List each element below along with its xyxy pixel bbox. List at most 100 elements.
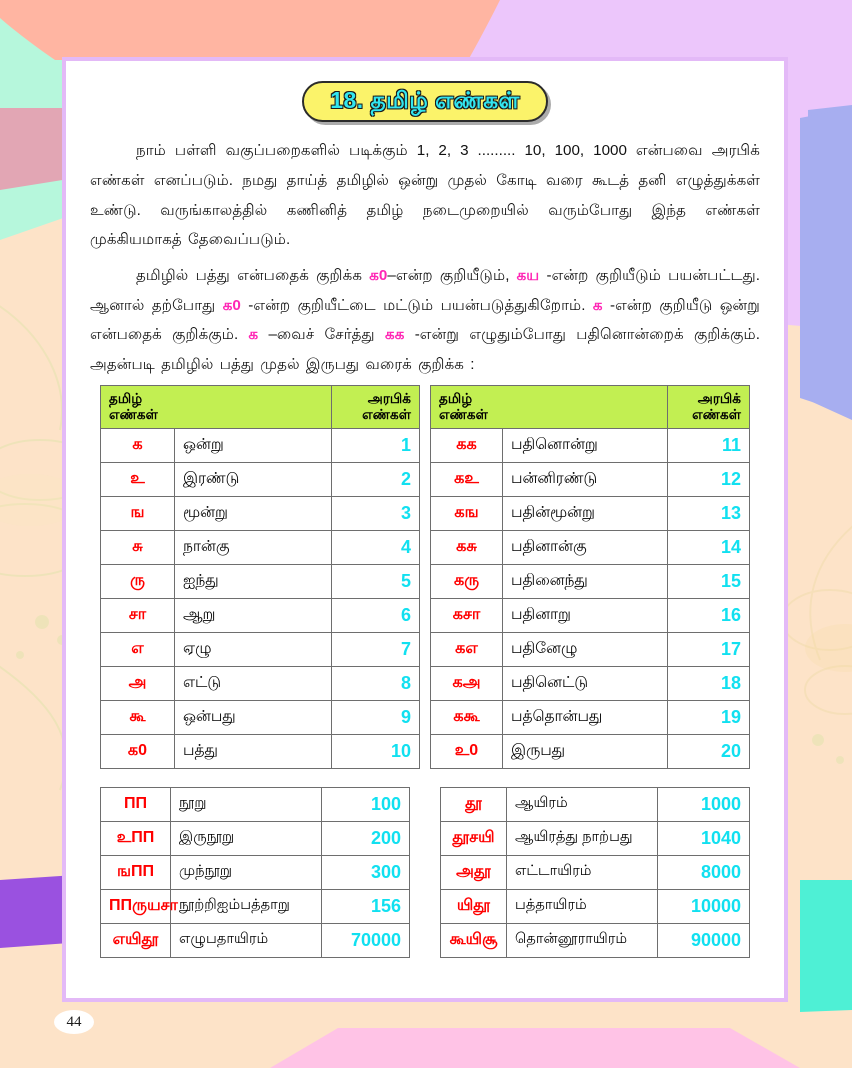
table-row: ΠΠ நூறு 100	[100, 786, 410, 822]
p2-segment-3: -என்ற குறியீடும் பயன்பட்டது. ஆனால் தற்போ…	[90, 266, 761, 314]
cell-arabic-numeral: 10000	[657, 888, 750, 924]
cell-arabic-numeral: 8	[331, 665, 420, 701]
cell-tamil-word: நான்கு	[174, 529, 332, 565]
table-row: ஙΠΠ முந்நூறு 300	[100, 854, 410, 890]
cell-arabic-numeral: 11	[667, 427, 750, 463]
cell-tamil-word: ஆயிரத்து நாற்பது	[506, 820, 658, 856]
cell-tamil-numeral: சு	[100, 529, 175, 565]
cell-tamil-numeral: யிதூ	[440, 888, 507, 924]
table-row: தூ ஆயிரம் 1000	[440, 786, 750, 822]
cell-arabic-numeral: 7	[331, 631, 420, 667]
cell-tamil-word: நூற்றிஐம்பத்தாறு	[170, 888, 322, 924]
cell-tamil-word: நூறு	[170, 786, 322, 822]
cell-arabic-numeral: 9	[331, 699, 420, 735]
cell-tamil-word: முந்நூறு	[170, 854, 322, 890]
cell-tamil-word: இருபது	[502, 733, 668, 769]
cell-tamil-word: எட்டாயிரம்	[506, 854, 658, 890]
table-row: கஉ பன்னிரண்டு 12	[430, 461, 750, 497]
main-tables-row: தமிழ் எண்கள் அரபிக் எண்கள் க ஒன்று 1 உ இரண்ட…	[100, 385, 750, 769]
header-arabic-line1: அரபிக்	[367, 391, 411, 407]
header-tamil: தமிழ் எண்கள்	[430, 385, 668, 429]
cell-arabic-numeral: 8000	[657, 854, 750, 890]
cell-tamil-word: ஆறு	[174, 597, 332, 633]
cell-tamil-word: பதினொன்று	[502, 427, 668, 463]
p2-highlight-3: க0	[222, 296, 241, 314]
cell-tamil-numeral: கங	[430, 495, 503, 531]
cell-tamil-word: இரண்டு	[174, 461, 332, 497]
p2-highlight-4: க	[592, 296, 603, 314]
paragraph-two: தமிழில் பத்து என்பதைக் குறிக்க க0–என்ற க…	[90, 261, 760, 380]
cell-tamil-numeral: எயிதூ	[100, 922, 171, 958]
cell-tamil-numeral: தூ	[440, 786, 507, 822]
cell-tamil-word: பதின்மூன்று	[502, 495, 668, 531]
table-row: கசு பதினான்கு 14	[430, 529, 750, 565]
header-arabic-line1: அரபிக்	[697, 391, 741, 407]
cell-tamil-numeral: எ	[100, 631, 175, 667]
table-row: கசா பதினாறு 16	[430, 597, 750, 633]
cell-arabic-numeral: 70000	[321, 922, 410, 958]
lesson-title-wrap: 18. தமிழ் எண்கள்	[90, 81, 760, 123]
cell-tamil-word: ஒன்பது	[174, 699, 332, 735]
table-row: கஎ பதினேழு 17	[430, 631, 750, 667]
cell-arabic-numeral: 5	[331, 563, 420, 599]
table-row: கூயிசூ தொன்னூராயிரம் 90000	[440, 922, 750, 958]
cell-arabic-numeral: 3	[331, 495, 420, 531]
cell-tamil-numeral: கசா	[430, 597, 503, 633]
cell-tamil-word: பன்னிரண்டு	[502, 461, 668, 497]
table-row: க0 பத்து 10	[100, 733, 420, 769]
cell-tamil-word: தொன்னூராயிரம்	[506, 922, 658, 958]
page-title: 18. தமிழ் எண்கள்	[330, 87, 520, 113]
cell-tamil-numeral: சா	[100, 597, 175, 633]
cell-arabic-numeral: 300	[321, 854, 410, 890]
table-row: தூசயி ஆயிரத்து நாற்பது 1040	[440, 820, 750, 856]
cell-tamil-numeral: தூசயி	[440, 820, 507, 856]
cell-tamil-word: பத்தாயிரம்	[506, 888, 658, 924]
cell-tamil-word: ஒன்று	[174, 427, 332, 463]
table-row: கங பதின்மூன்று 13	[430, 495, 750, 531]
cell-tamil-numeral: க0	[100, 733, 175, 769]
cell-arabic-numeral: 14	[667, 529, 750, 565]
cell-tamil-numeral: ஙΠΠ	[100, 854, 171, 890]
table-row: உ0 இருபது 20	[430, 733, 750, 769]
table-ones: தமிழ் எண்கள் அரபிக் எண்கள் க ஒன்று 1 உ இரண்ட…	[100, 385, 420, 769]
cell-tamil-numeral: கஅ	[430, 665, 503, 701]
header-arabic: அரபிக் எண்கள்	[667, 385, 750, 429]
page-content-card: 18. தமிழ் எண்கள் நாம் பள்ளி வகுப்பறைகளில…	[62, 57, 788, 1002]
header-tamil-line2: எண்கள்	[109, 407, 158, 423]
cell-arabic-numeral: 100	[321, 786, 410, 822]
table-row: கூ ஒன்பது 9	[100, 699, 420, 735]
table-row: ங மூன்று 3	[100, 495, 420, 531]
cell-tamil-word: பத்து	[174, 733, 332, 769]
header-arabic-line2: எண்கள்	[692, 407, 741, 423]
cell-tamil-numeral: ங	[100, 495, 175, 531]
cell-arabic-numeral: 4	[331, 529, 420, 565]
cell-arabic-numeral: 19	[667, 699, 750, 735]
table-row: ΠΠருயசா நூற்றிஐம்பத்தாறு 156	[100, 888, 410, 924]
table-row: எ ஏழு 7	[100, 631, 420, 667]
cell-tamil-numeral: அதூ	[440, 854, 507, 890]
table-row: ரு ஐந்து 5	[100, 563, 420, 599]
cell-tamil-word: ஐந்து	[174, 563, 332, 599]
cell-tamil-numeral: கஉ	[430, 461, 503, 497]
cell-arabic-numeral: 18	[667, 665, 750, 701]
cell-tamil-word: பத்தொன்பது	[502, 699, 668, 735]
table-hundreds: ΠΠ நூறு 100 உΠΠ இருநூறு 200 ஙΠΠ முந்நூறு 300 ΠΠரு…	[100, 786, 410, 958]
table-row: கரு பதினைந்து 15	[430, 563, 750, 599]
cell-tamil-numeral: உΠΠ	[100, 820, 171, 856]
p2-highlight-5: க	[248, 326, 259, 344]
cell-tamil-word: ஏழு	[174, 631, 332, 667]
cell-tamil-word: பதினாறு	[502, 597, 668, 633]
table-row: கஅ பதினெட்டு 18	[430, 665, 750, 701]
cell-tamil-word: பதினான்கு	[502, 529, 668, 565]
lesson-title-badge: 18. தமிழ் எண்கள்	[302, 81, 548, 123]
table-row: உΠΠ இருநூறு 200	[100, 820, 410, 856]
p2-segment-7: -என்று எழுதும்போது பதினொன்றைக் குறிக்கும…	[90, 326, 760, 373]
cell-arabic-numeral: 200	[321, 820, 410, 856]
header-tamil: தமிழ் எண்கள்	[100, 385, 332, 429]
cell-tamil-numeral: அ	[100, 665, 175, 701]
table-row: ககூ பத்தொன்பது 19	[430, 699, 750, 735]
cell-tamil-word: மூன்று	[174, 495, 332, 531]
cell-arabic-numeral: 12	[667, 461, 750, 497]
cell-tamil-numeral: க	[100, 427, 175, 463]
cell-tamil-word: எட்டு	[174, 665, 332, 701]
